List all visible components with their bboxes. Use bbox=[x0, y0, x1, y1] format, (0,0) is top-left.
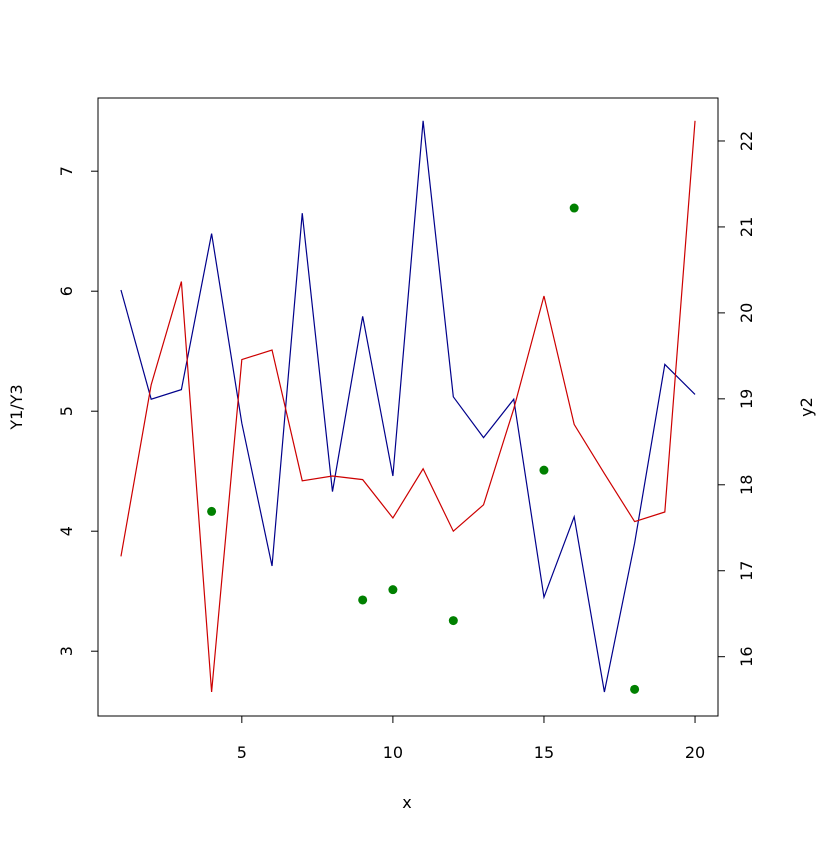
point bbox=[539, 465, 549, 475]
point bbox=[448, 616, 458, 626]
x-tick-label: 15 bbox=[534, 743, 554, 762]
plot-frame bbox=[97, 97, 719, 717]
x-tick-label: 20 bbox=[685, 743, 705, 762]
y-tick-label: 5 bbox=[57, 406, 76, 416]
line-series bbox=[120, 120, 696, 693]
y2-tick-label: 18 bbox=[737, 475, 756, 495]
y2-tick-label: 19 bbox=[737, 389, 756, 409]
y-tick-label: 7 bbox=[57, 166, 76, 176]
y-tick-label: 3 bbox=[57, 646, 76, 656]
y-axis-label: Y1/Y3 bbox=[7, 384, 26, 430]
y-tick-label: 6 bbox=[57, 286, 76, 296]
line-series bbox=[120, 120, 696, 693]
x-tick-label: 5 bbox=[237, 743, 247, 762]
point bbox=[207, 506, 217, 516]
y2-tick-label: 16 bbox=[737, 647, 756, 667]
y-tick-label: 4 bbox=[57, 526, 76, 536]
x-tick-label: 10 bbox=[383, 743, 403, 762]
point bbox=[569, 203, 579, 213]
y2-tick-label: 17 bbox=[737, 561, 756, 581]
y2-tick-label: 21 bbox=[737, 217, 756, 237]
y2-tick-label: 20 bbox=[737, 303, 756, 323]
x-axis-label: x bbox=[402, 793, 411, 812]
point bbox=[358, 595, 368, 605]
y2-tick-label: 22 bbox=[737, 131, 756, 151]
y2-axis-label: y2 bbox=[797, 397, 816, 417]
point bbox=[630, 684, 640, 694]
point bbox=[388, 585, 398, 595]
